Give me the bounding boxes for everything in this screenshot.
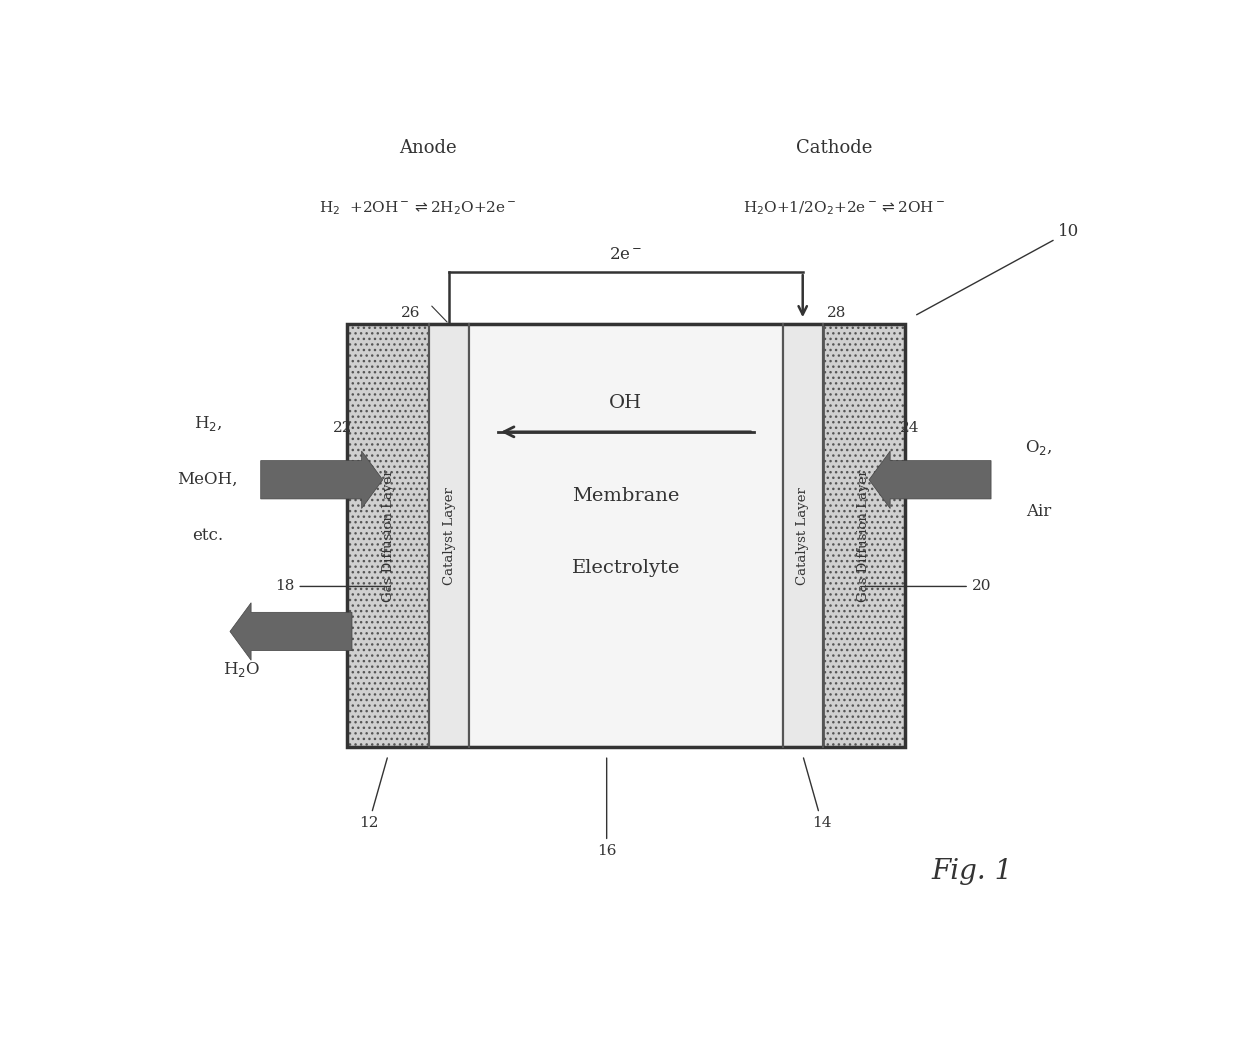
Bar xyxy=(782,324,823,748)
Text: H$_2$  +2OH$^-$$\rightleftharpoons$2H$_2$O+2e$^-$: H$_2$ +2OH$^-$$\rightleftharpoons$2H$_2$… xyxy=(319,199,517,217)
Bar xyxy=(823,324,905,748)
Text: Membrane: Membrane xyxy=(572,486,680,505)
Text: Air: Air xyxy=(1027,503,1052,521)
Bar xyxy=(469,324,782,748)
Text: Gas Diffusion Layer: Gas Diffusion Layer xyxy=(382,470,394,601)
Text: 16: 16 xyxy=(596,758,616,858)
Text: etc.: etc. xyxy=(192,527,223,544)
Text: Anode: Anode xyxy=(398,139,456,158)
Text: O$_2$,: O$_2$, xyxy=(1025,439,1053,457)
Text: Catalyst Layer: Catalyst Layer xyxy=(796,486,810,585)
Bar xyxy=(347,324,905,748)
Text: OH: OH xyxy=(609,394,642,412)
Text: H$_2$,: H$_2$, xyxy=(193,415,222,433)
Text: Fig. 1: Fig. 1 xyxy=(931,858,1013,885)
Bar xyxy=(347,324,429,748)
Text: 24: 24 xyxy=(900,421,919,435)
Text: Cathode: Cathode xyxy=(796,139,872,158)
Text: Gas Diffusion Layer: Gas Diffusion Layer xyxy=(857,470,870,601)
Text: 28: 28 xyxy=(827,306,846,320)
Text: Electrolyte: Electrolyte xyxy=(572,559,680,577)
Text: 18: 18 xyxy=(275,580,386,593)
Text: MeOH,: MeOH, xyxy=(177,471,238,488)
Text: 20: 20 xyxy=(867,580,991,593)
FancyArrow shape xyxy=(229,602,352,661)
Text: H$_2$O+1/2O$_2$+2e$^-$$\rightleftharpoons$2OH$^-$: H$_2$O+1/2O$_2$+2e$^-$$\rightleftharpoon… xyxy=(743,199,945,217)
Text: 12: 12 xyxy=(360,758,387,830)
Text: 26: 26 xyxy=(401,306,420,320)
Text: 14: 14 xyxy=(804,758,832,830)
Text: 22: 22 xyxy=(332,421,352,435)
Text: 2e$^-$: 2e$^-$ xyxy=(609,246,642,262)
Text: H$_2$O: H$_2$O xyxy=(223,661,260,679)
Text: 10: 10 xyxy=(916,223,1080,315)
Text: Catalyst Layer: Catalyst Layer xyxy=(443,486,455,585)
FancyArrow shape xyxy=(260,451,383,508)
FancyArrow shape xyxy=(869,451,991,508)
Bar xyxy=(429,324,469,748)
